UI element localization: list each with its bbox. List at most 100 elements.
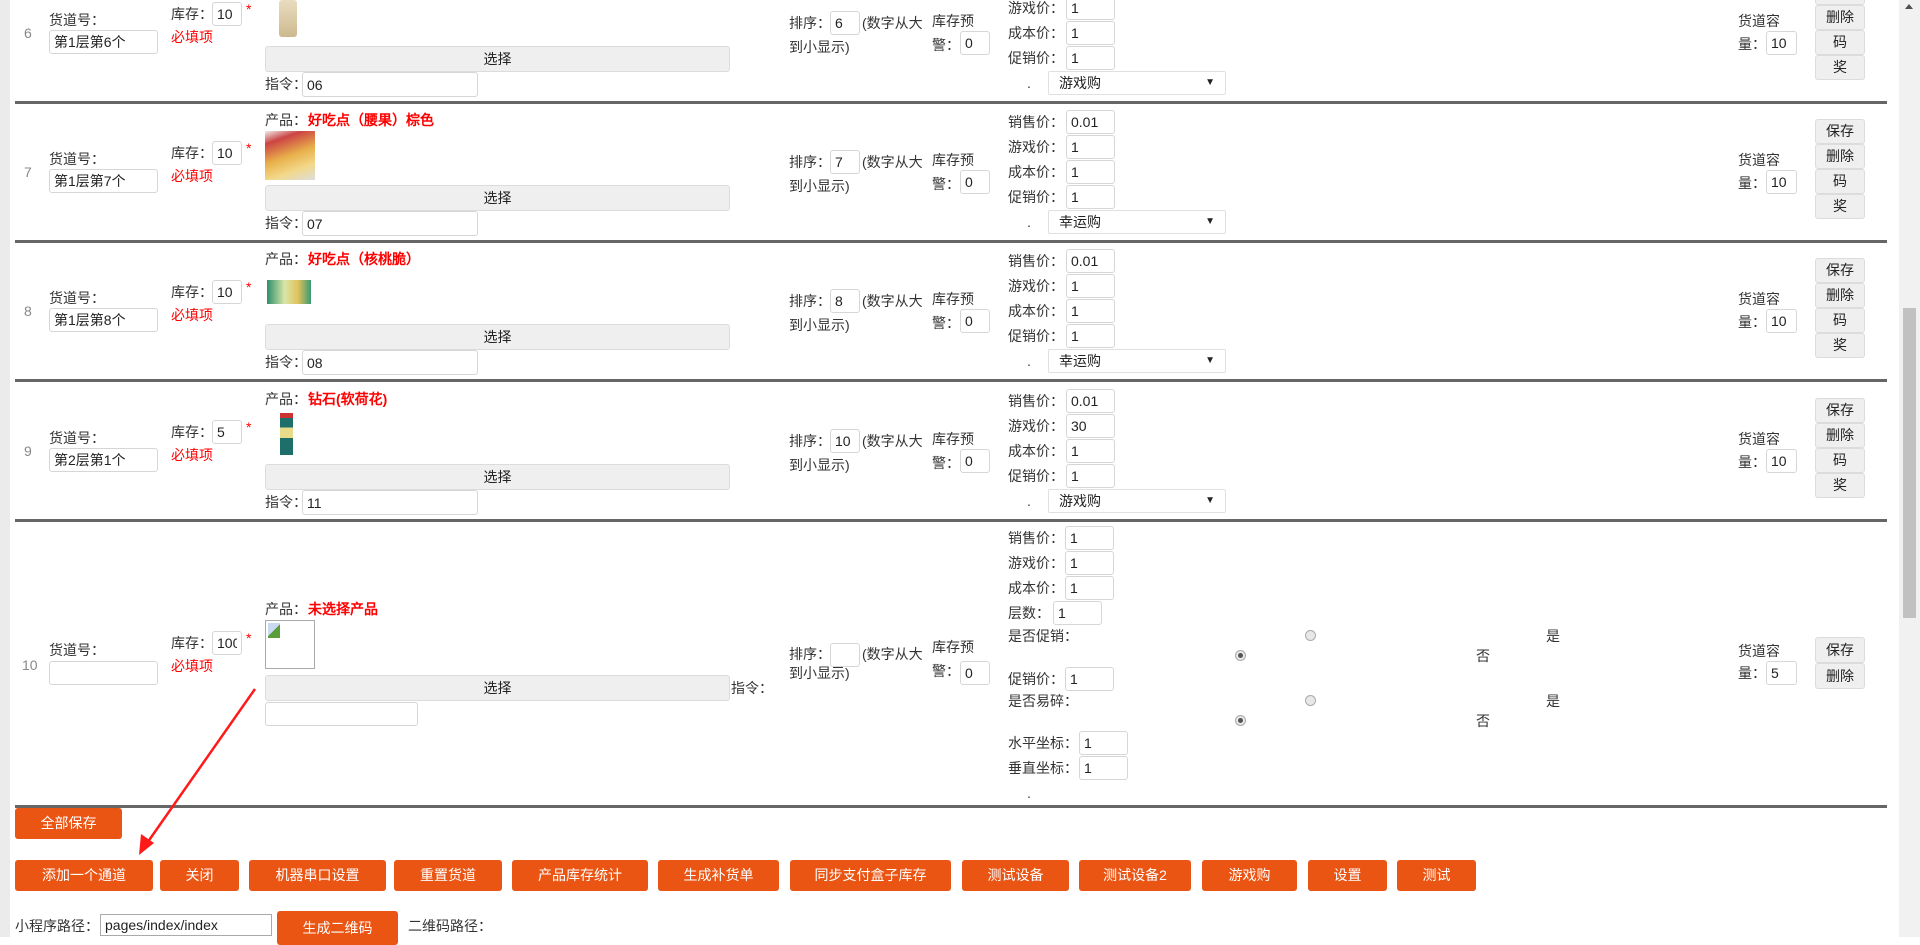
stock-input[interactable] (212, 141, 242, 165)
save-button[interactable] (1815, 0, 1865, 5)
serial-port-settings-button[interactable]: 机器串口设置 (249, 860, 386, 891)
save-button[interactable]: 保存 (1815, 258, 1865, 283)
save-button[interactable]: 保存 (1815, 119, 1865, 144)
stock-warning-input[interactable] (960, 309, 990, 333)
delete-button[interactable]: 删除 (1815, 423, 1865, 448)
delete-button[interactable]: 删除 (1815, 283, 1865, 308)
delete-button[interactable]: 删除 (1815, 663, 1865, 689)
command-input[interactable] (302, 211, 478, 236)
sort-input[interactable] (830, 643, 860, 667)
reset-channels-button[interactable]: 重置货道 (394, 860, 502, 891)
miniprogram-path-input[interactable]: pages/index/index (100, 914, 272, 936)
sort-input[interactable] (830, 289, 860, 313)
capacity-input[interactable] (1766, 31, 1797, 55)
promo-price-input[interactable] (1065, 667, 1114, 691)
stock-input[interactable] (212, 280, 242, 304)
sync-paybox-stock-button[interactable]: 同步支付盒子库存 (790, 860, 951, 891)
prize-button[interactable]: 奖 (1815, 55, 1865, 80)
price-input[interactable] (1066, 0, 1115, 20)
select-product-button[interactable]: 选择 (265, 675, 730, 701)
scrollbar-thumb[interactable] (1903, 308, 1916, 618)
sort-input[interactable] (830, 150, 860, 174)
delete-button[interactable]: 删除 (1815, 144, 1865, 169)
purchase-mode-select[interactable]: 游戏购 ▼ (1048, 489, 1226, 513)
price-input[interactable] (1066, 46, 1115, 70)
lane-input[interactable]: 第1层第7个 (49, 169, 158, 193)
qr-code-button[interactable]: 码 (1815, 30, 1865, 55)
price-input[interactable] (1066, 439, 1115, 463)
select-product-button[interactable]: 选择 (265, 46, 730, 72)
stock-warning-input[interactable] (960, 449, 990, 473)
qr-code-button[interactable]: 码 (1815, 308, 1865, 333)
price-input[interactable] (1066, 324, 1115, 348)
promo-yes-radio[interactable] (1305, 630, 1316, 641)
stock-warning-input[interactable] (960, 31, 990, 55)
sale-price-input[interactable]: 0.01 (1066, 249, 1115, 273)
sale-price-input[interactable] (1065, 526, 1114, 550)
promo-no-radio[interactable] (1235, 650, 1246, 661)
save-button[interactable]: 保存 (1815, 398, 1865, 423)
prize-button[interactable]: 奖 (1815, 333, 1865, 358)
stock-warning-input[interactable] (960, 170, 990, 194)
stock-input[interactable] (212, 2, 242, 26)
price-input[interactable] (1066, 21, 1115, 45)
purchase-mode-select[interactable]: 幸运购 ▼ (1048, 349, 1226, 373)
qr-code-button[interactable]: 码 (1815, 448, 1865, 473)
vertical-scrollbar[interactable] (1899, 0, 1920, 937)
scroll-up-icon[interactable] (1905, 4, 1913, 9)
command-input[interactable] (265, 702, 418, 726)
game-price-input[interactable] (1065, 551, 1114, 575)
add-channel-button[interactable]: 添加一个通道 (15, 860, 153, 891)
fragile-no-radio[interactable] (1235, 715, 1246, 726)
save-button[interactable]: 保存 (1815, 637, 1865, 663)
stock-input[interactable] (212, 631, 242, 655)
qr-code-button[interactable]: 码 (1815, 169, 1865, 194)
command-input[interactable] (302, 72, 478, 97)
prize-button[interactable]: 奖 (1815, 473, 1865, 498)
game-purchase-button[interactable]: 游戏购 (1202, 860, 1297, 891)
fragile-yes-radio[interactable] (1305, 695, 1316, 706)
price-input[interactable] (1066, 299, 1115, 323)
save-all-button[interactable]: 全部保存 (15, 808, 122, 839)
test-device-button[interactable]: 测试设备 (962, 860, 1069, 891)
delete-button[interactable]: 删除 (1815, 5, 1865, 30)
price-input[interactable] (1066, 135, 1115, 159)
purchase-mode-select[interactable]: 游戏购 ▼ (1048, 71, 1226, 95)
generate-restock-button[interactable]: 生成补货单 (658, 860, 779, 891)
capacity-input[interactable] (1766, 170, 1797, 194)
select-product-button[interactable]: 选择 (265, 324, 730, 350)
sale-price-input[interactable]: 0.01 (1066, 110, 1115, 134)
test-button[interactable]: 测试 (1397, 860, 1476, 891)
h-coord-input[interactable] (1079, 731, 1128, 755)
select-product-button[interactable]: 选择 (265, 185, 730, 211)
v-coord-input[interactable] (1079, 756, 1128, 780)
capacity-input[interactable] (1766, 449, 1797, 473)
settings-button[interactable]: 设置 (1308, 860, 1387, 891)
sort-input[interactable] (830, 429, 860, 453)
sort-input[interactable] (830, 11, 860, 35)
sale-price-input[interactable]: 0.01 (1066, 389, 1115, 413)
stock-warning-input[interactable] (960, 661, 990, 685)
stock-input[interactable] (212, 420, 242, 444)
command-input[interactable] (302, 350, 478, 375)
price-input[interactable] (1066, 160, 1115, 184)
capacity-input[interactable] (1766, 309, 1797, 333)
product-stock-stats-button[interactable]: 产品库存统计 (512, 860, 648, 891)
generate-qr-button[interactable]: 生成二维码 (277, 911, 398, 945)
select-product-button[interactable]: 选择 (265, 464, 730, 490)
price-input[interactable] (1066, 274, 1115, 298)
test-device-2-button[interactable]: 测试设备2 (1079, 860, 1191, 891)
lane-input[interactable]: 第1层第8个 (49, 308, 158, 332)
price-input[interactable] (1066, 414, 1115, 438)
price-input[interactable] (1066, 464, 1115, 488)
prize-button[interactable]: 奖 (1815, 194, 1865, 219)
price-input[interactable] (1066, 185, 1115, 209)
cost-price-input[interactable] (1065, 576, 1114, 600)
purchase-mode-select[interactable]: 幸运购 ▼ (1048, 210, 1226, 234)
layers-input[interactable] (1053, 601, 1102, 625)
capacity-input[interactable] (1766, 661, 1797, 685)
lane-input[interactable]: 第2层第1个 (49, 448, 158, 472)
lane-input[interactable] (49, 661, 158, 685)
command-input[interactable] (302, 490, 478, 515)
lane-input[interactable]: 第1层第6个 (49, 30, 158, 54)
